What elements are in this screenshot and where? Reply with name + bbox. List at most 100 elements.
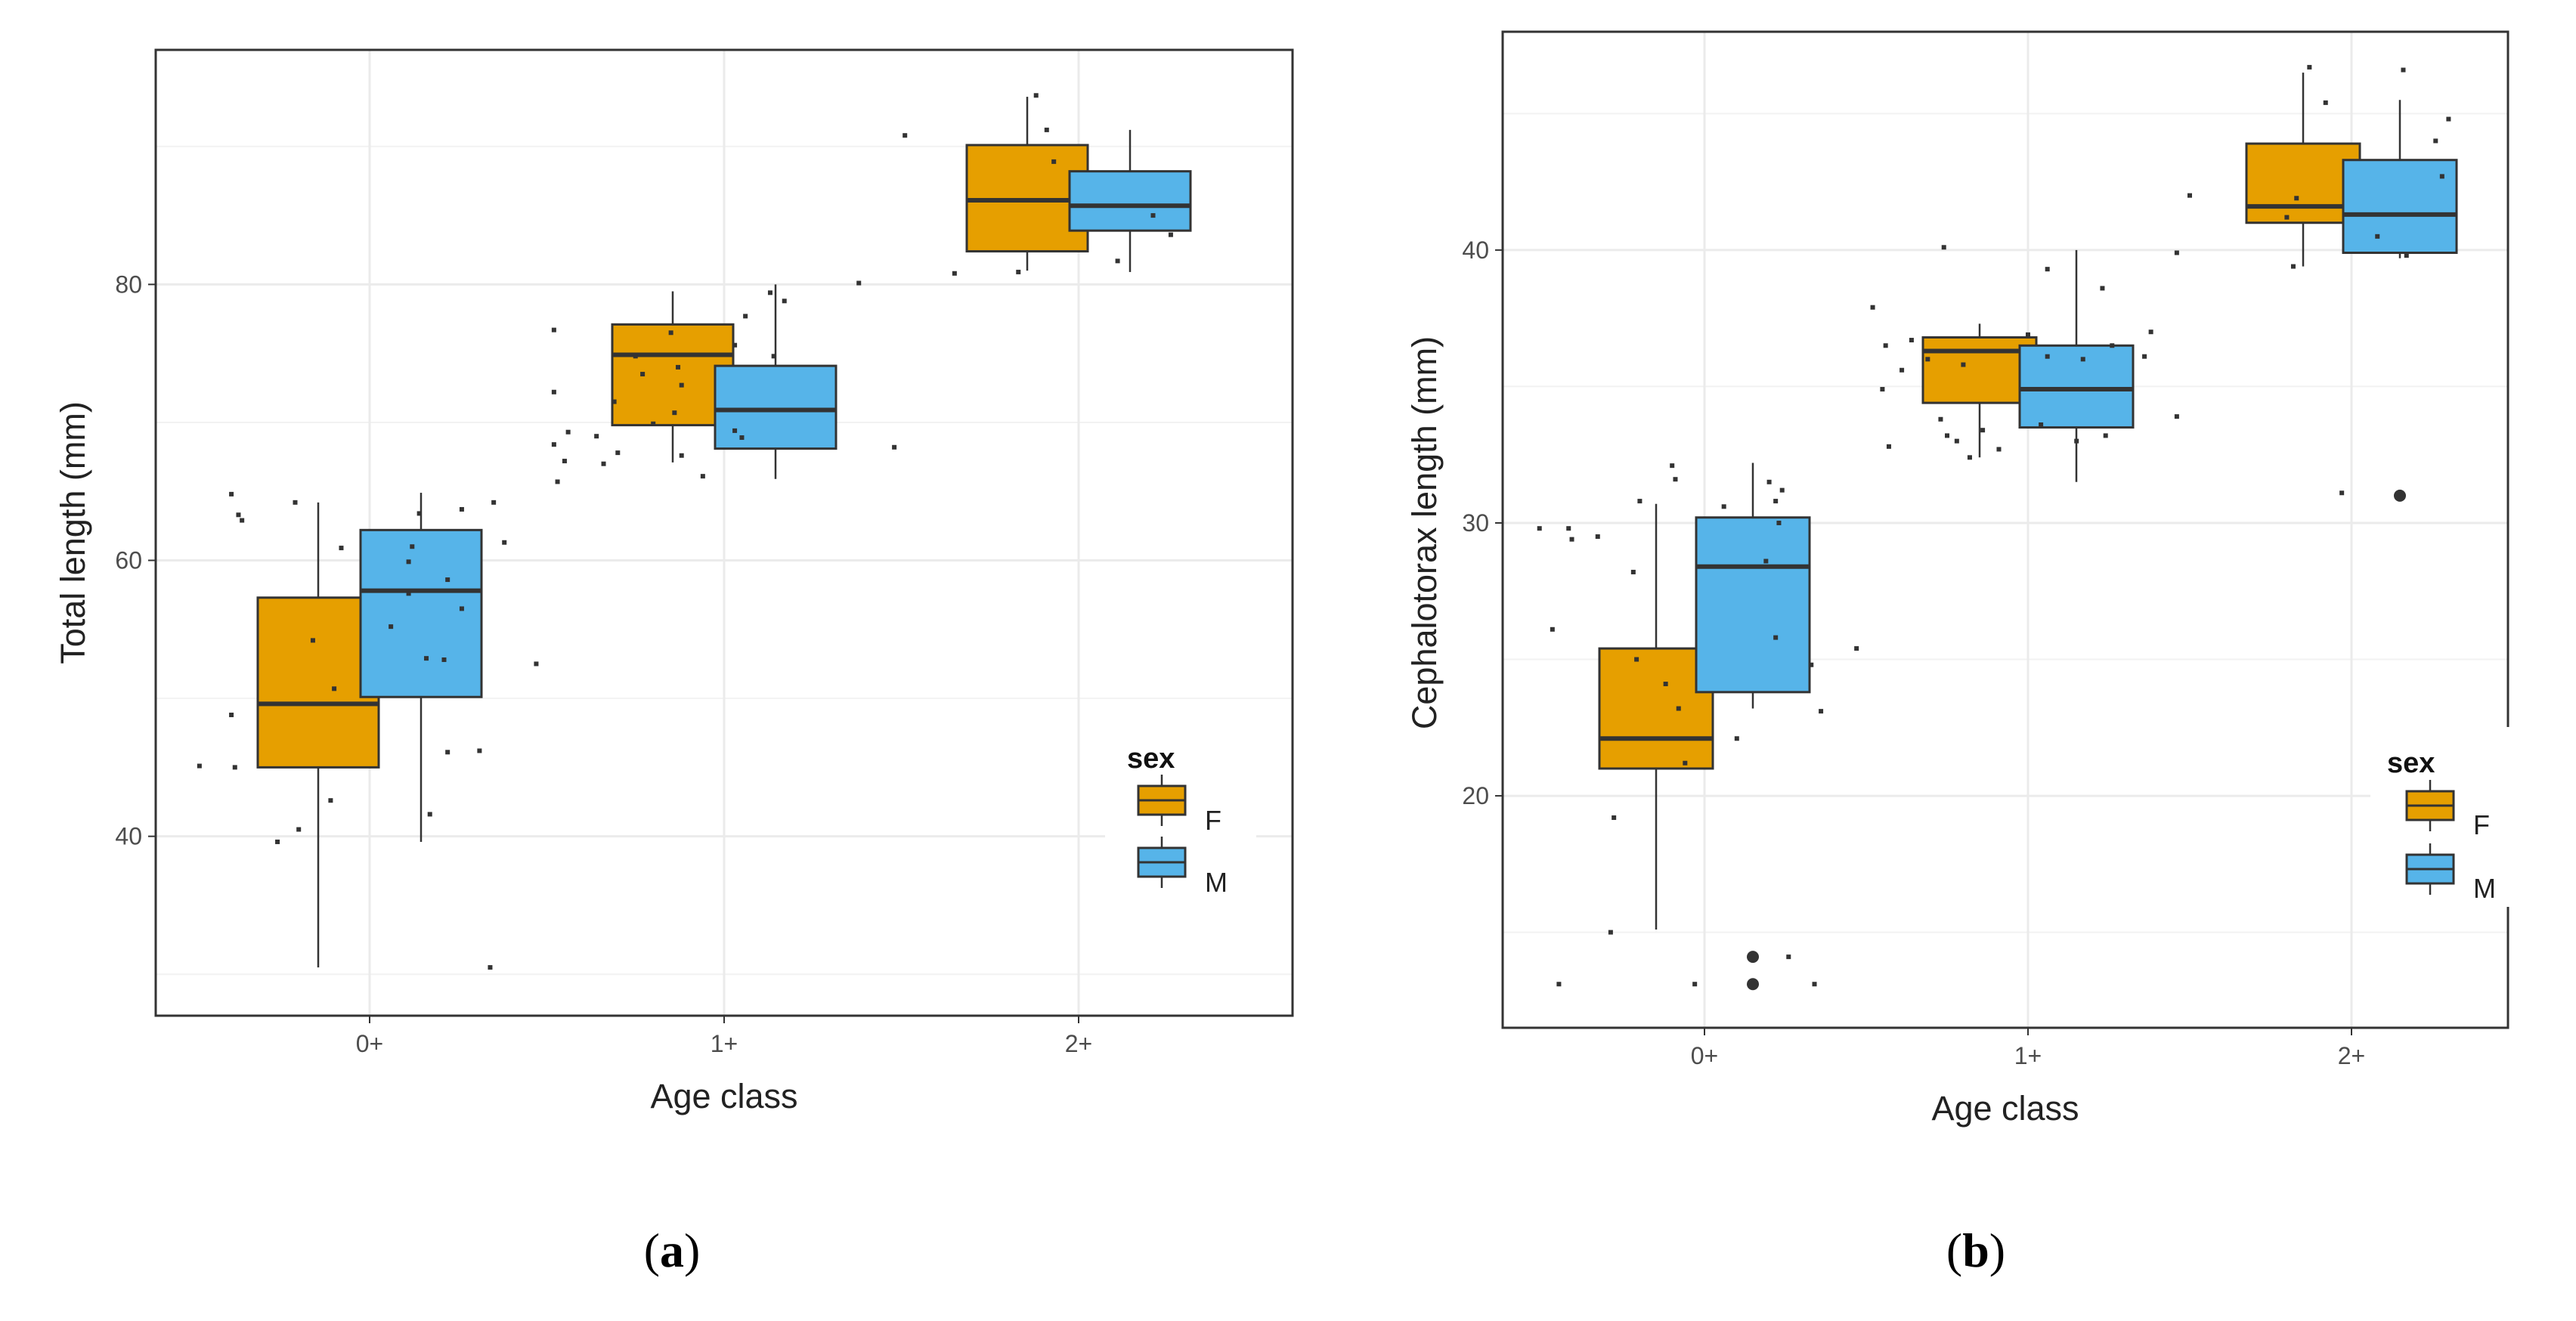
- jitter-point-a: [389, 624, 394, 630]
- jitter-point-b: [1630, 569, 1636, 574]
- jitter-point-b: [2446, 116, 2451, 122]
- jitter-point-b: [2307, 64, 2312, 70]
- box-f-1plus-a: [611, 323, 735, 427]
- jitter-point-a: [491, 500, 497, 505]
- jitter-point-b: [1880, 387, 1885, 392]
- jitter-point-b: [1763, 558, 1769, 564]
- jitter-point-b: [1967, 455, 1972, 460]
- jitter-point-b: [2080, 357, 2085, 362]
- jitter-points-a: [197, 93, 1173, 970]
- jitter-point-b: [1721, 504, 1726, 509]
- jitter-point-b: [1980, 428, 1986, 433]
- jitter-point-b: [1941, 245, 1946, 250]
- caption-b-open: (: [1946, 1224, 1962, 1277]
- jitter-point-b: [1786, 954, 1791, 960]
- jitter-point-b: [2174, 250, 2179, 255]
- jitter-point-b: [1925, 357, 1930, 362]
- y-tick-label-b: 30: [1462, 509, 1489, 537]
- jitter-point-b: [2323, 100, 2328, 105]
- jitter-point-b: [1550, 626, 1555, 632]
- jitter-point-b: [1938, 416, 1943, 422]
- jitter-point-a: [668, 330, 673, 336]
- jitter-point-b: [1612, 815, 1617, 820]
- jitter-point-a: [551, 327, 556, 333]
- jitter-point-a: [406, 559, 411, 565]
- jitter-point-a: [339, 546, 344, 551]
- jitter-point-a: [427, 812, 432, 817]
- jitter-point-b: [2284, 215, 2290, 220]
- jitter-point-a: [1044, 127, 1049, 132]
- legend-label-m-a: M: [1205, 867, 1228, 898]
- x-tick-label-a: 2+: [1065, 1030, 1092, 1057]
- jitter-point-a: [679, 453, 684, 458]
- jitter-point-a: [445, 750, 450, 755]
- jitter-point-a: [232, 765, 237, 770]
- jitter-point-a: [229, 491, 234, 497]
- jitter-point-a: [743, 314, 748, 319]
- jitter-point-a: [640, 372, 646, 377]
- jitter-point-b: [1663, 682, 1668, 687]
- jitter-point-a: [296, 827, 302, 832]
- box-m-2plus-b-outlier: [2394, 489, 2406, 502]
- y-tick-label-b: 20: [1462, 782, 1489, 809]
- jitter-point-b: [1954, 438, 1959, 444]
- jitter-point-a: [236, 512, 241, 518]
- jitter-point-b: [2294, 196, 2299, 201]
- legend-label-m-b: M: [2473, 873, 2496, 904]
- jitter-point-b: [1608, 930, 1613, 935]
- jitter-point-b: [1996, 447, 2002, 452]
- y-axis-label-b: Cephalotorax length (mm): [1405, 336, 1444, 729]
- jitter-point-a: [732, 428, 738, 433]
- jitter-point-a: [229, 712, 234, 717]
- jitter-point-b: [1773, 635, 1779, 640]
- caption-b-letter: b: [1962, 1224, 1989, 1277]
- jitter-point-b: [2045, 354, 2050, 359]
- box-m-2plus-b: [2342, 159, 2458, 254]
- jitter-point-b: [1812, 982, 1817, 987]
- jitter-point-a: [459, 606, 464, 611]
- x-tick-label-a: 1+: [711, 1030, 738, 1057]
- jitter-point-a: [477, 748, 482, 753]
- jitter-point-a: [328, 798, 333, 803]
- jitter-point-a: [459, 506, 464, 512]
- panel-a: 40 60 80 0+ 1+ 2+ Age class Total length (mm)…: [54, 48, 1294, 1277]
- jitter-point-a: [1051, 159, 1057, 164]
- box-m-0plus-a: [359, 528, 483, 698]
- jitter-point-b: [2039, 422, 2044, 427]
- jitter-point-b: [1634, 657, 1639, 662]
- jitter-point-a: [441, 657, 447, 662]
- box-f-2plus-b: [2245, 142, 2361, 224]
- jitter-point-b: [1734, 736, 1739, 741]
- jitter-point-a: [551, 389, 556, 394]
- jitter-point-b: [1909, 338, 1914, 343]
- jitter-point-b: [1683, 760, 1688, 766]
- jitter-point-a: [679, 382, 684, 388]
- jitter-point-a: [551, 442, 556, 447]
- caption-b: (b): [1946, 1224, 2005, 1277]
- jitter-point-a: [293, 500, 298, 505]
- jitter-point-b: [2339, 490, 2345, 496]
- jitter-point-a: [240, 518, 245, 523]
- jitter-point-b: [1676, 706, 1681, 711]
- jitter-point-b: [2045, 267, 2050, 272]
- box-m-0plus-b-outlier: [1747, 978, 1759, 991]
- panel-b: 20 30 40 0+ 1+ 2+ Age class Cephalotorax leng…: [1405, 30, 2519, 1277]
- jitter-point-b: [1766, 479, 1772, 484]
- jitter-point-b: [1537, 526, 1542, 531]
- jitter-point-b: [1961, 362, 1966, 367]
- box-f-0plus-b: [1598, 647, 1714, 770]
- jitter-point-b: [1854, 646, 1859, 651]
- jitter-point-a: [1016, 269, 1021, 274]
- boxes-b: [1598, 73, 2458, 991]
- jitter-point-a: [601, 461, 606, 466]
- jitter-point-a: [700, 474, 705, 479]
- jitter-point-b: [1637, 499, 1643, 504]
- boxes-a: [256, 97, 1192, 968]
- jitter-point-b: [1779, 487, 1785, 493]
- legend-label-f-a: F: [1205, 805, 1221, 836]
- x-tick-label-b: 0+: [1691, 1042, 1718, 1069]
- jitter-point-a: [197, 763, 202, 769]
- legend-keys-b: [2405, 780, 2455, 895]
- jitter-point-a: [767, 290, 772, 295]
- jitter-point-b: [2074, 438, 2079, 444]
